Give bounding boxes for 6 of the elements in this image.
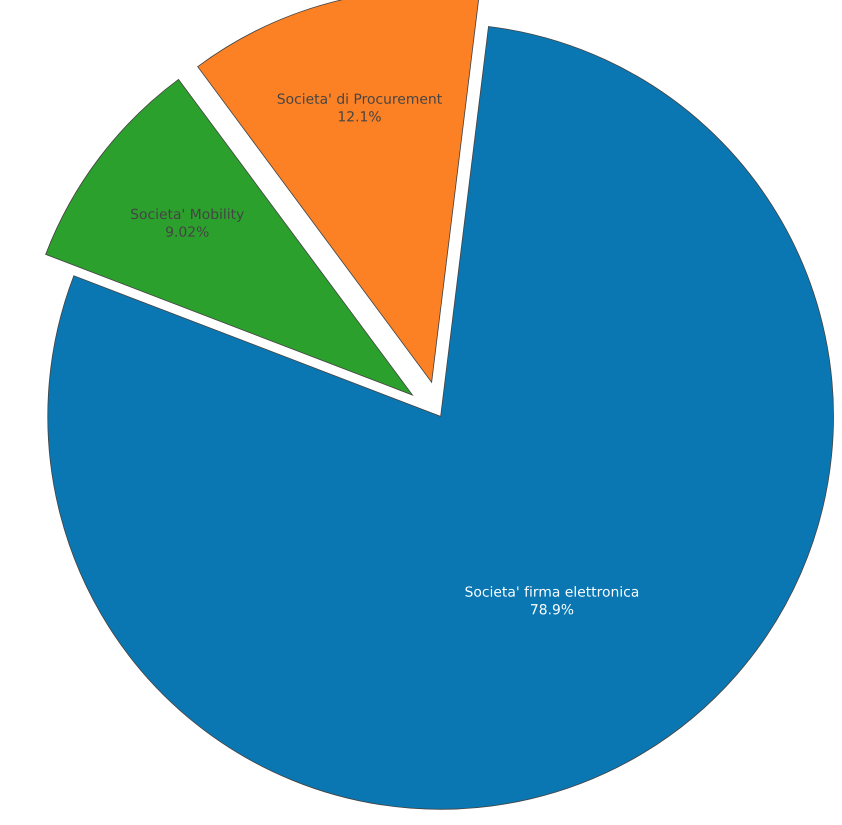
slice-label: Societa' di Procurement [278,93,442,104]
data-label: 12.1% [338,111,381,122]
data-label: 78.9% [531,604,574,614]
slice-label: Societa' firma elettronica [465,586,638,597]
slice-label: Societa' Mobility [131,208,244,222]
data-label: 9.02% [166,226,209,237]
